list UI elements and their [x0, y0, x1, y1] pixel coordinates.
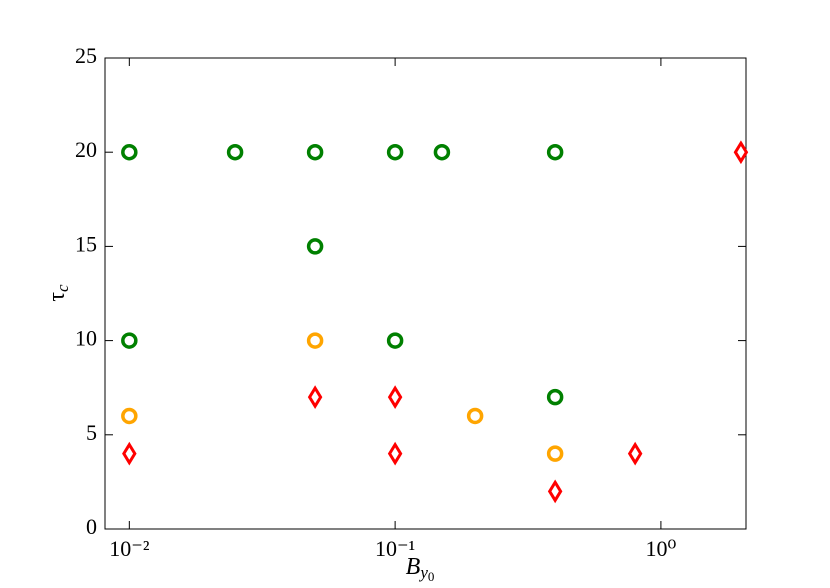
y-tick-label: 0	[86, 514, 97, 539]
point	[733, 140, 749, 165]
point	[547, 479, 563, 504]
point	[546, 445, 564, 462]
point	[121, 143, 138, 161]
y-tick-label: 15	[75, 231, 97, 256]
point	[306, 332, 324, 349]
point	[546, 388, 564, 406]
y-tick-label: 20	[75, 137, 97, 162]
y-tick-label: 10	[75, 326, 97, 351]
x-tick-label: 10⁰	[645, 536, 676, 561]
x-axis-label: By0	[406, 554, 435, 584]
point	[306, 238, 324, 255]
point	[466, 407, 484, 425]
point	[387, 385, 403, 409]
x-tick-label: 10⁻¹	[375, 536, 415, 561]
x-label-subsub: 0	[428, 569, 435, 584]
y-axis-label: τc	[44, 284, 72, 302]
y-tick-label: 5	[86, 420, 97, 445]
point	[307, 385, 323, 409]
x-label-sub: y	[418, 563, 428, 582]
y-tick-label: 25	[75, 43, 97, 68]
point	[433, 143, 451, 161]
point	[546, 143, 564, 161]
point	[386, 143, 404, 161]
point	[121, 407, 138, 425]
x-tick-label: 10⁻²	[109, 536, 150, 561]
x-label-base: B	[406, 554, 421, 580]
point	[387, 441, 403, 466]
y-label-sub: c	[53, 284, 72, 292]
point	[122, 441, 137, 466]
point	[627, 441, 643, 466]
y-label-base: τ	[44, 292, 70, 302]
point	[306, 143, 324, 161]
point	[386, 332, 404, 349]
point	[121, 332, 138, 349]
plot-frame	[104, 57, 747, 530]
point	[226, 143, 244, 161]
